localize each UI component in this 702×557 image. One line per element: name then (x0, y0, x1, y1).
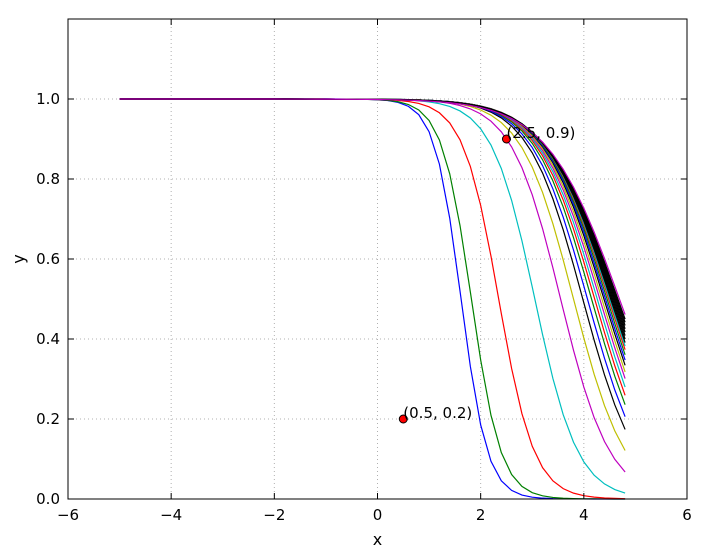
annotation-label-1: (0.5, 0.2) (403, 404, 472, 422)
x-axis-label: x (373, 530, 382, 549)
x-tick-label: 0 (373, 506, 383, 524)
annotation-marker-1 (398, 414, 408, 424)
y-tick-label: 0.8 (36, 170, 60, 188)
y-tick-label: 0.6 (36, 250, 60, 268)
y-axis-label: y (9, 254, 28, 263)
series-line-27 (119, 98, 626, 315)
y-tick-label: 0.0 (36, 490, 60, 508)
annotation-label-2: (2.5, 0.9) (506, 124, 575, 142)
x-tick-label: 2 (476, 506, 486, 524)
y-tick-label: 0.2 (36, 410, 60, 428)
annotation-marker-2 (501, 134, 511, 144)
x-tick-label: 4 (579, 506, 589, 524)
x-tick-label: −6 (57, 506, 79, 524)
x-tick-label: −4 (160, 506, 182, 524)
x-tick-label: −2 (263, 506, 285, 524)
axis-ticks: −6 −4 −2 0 2 4 6 0.0 0.2 0.4 0.6 0.8 1.0 (36, 19, 692, 524)
x-tick-label: 6 (682, 506, 692, 524)
annotations: (0.5, 0.2) (2.5, 0.9) (398, 124, 575, 424)
series-group (119, 98, 626, 500)
y-tick-label: 0.4 (36, 330, 60, 348)
y-tick-label: 1.0 (36, 90, 60, 108)
